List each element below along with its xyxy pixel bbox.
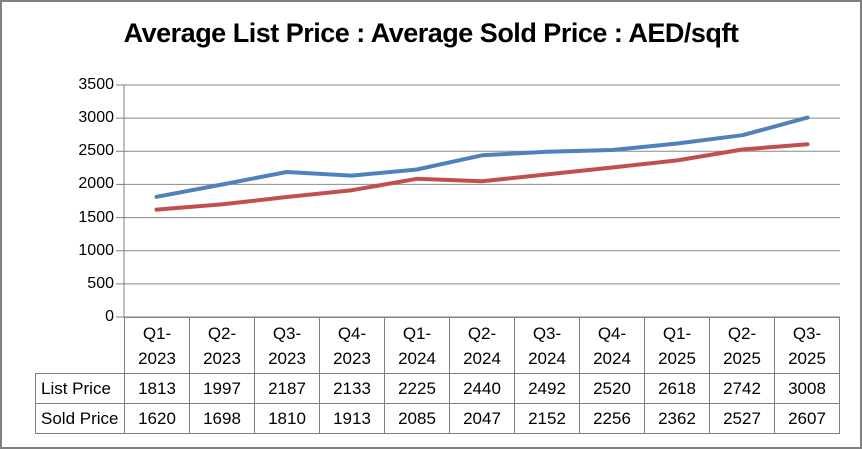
series-value-cell: 2520 (579, 373, 645, 404)
series-value-cell: 2085 (384, 403, 450, 434)
table-row-list-price: List Price 1813 1997 2187 2133 2225 2440 2492 25… (35, 373, 840, 404)
series-name-label: List Price (35, 373, 125, 404)
y-axis-label: 1500 (78, 208, 114, 226)
series-line-sold-price (154, 142, 810, 212)
chart-data-table: Q1- 2023 Q2- 2023 Q3- 2023 Q4- 2023 Q1- 2024… (35, 317, 840, 434)
x-axis-category-label: Q3- 2023 (254, 317, 320, 374)
series-value-cell: 2742 (709, 373, 775, 404)
x-axis-category-label: Q1- 2024 (384, 317, 450, 374)
series-value-cell: 2618 (644, 373, 710, 404)
series-value-cell: 3008 (774, 373, 840, 404)
series-value-cell: 2527 (709, 403, 775, 434)
x-axis-category-label: Q4- 2024 (579, 317, 645, 374)
series-value-cell: 2440 (449, 373, 515, 404)
series-value-cell: 2362 (644, 403, 710, 434)
series-name-label: Sold Price (35, 403, 125, 434)
series-value-cell: 1620 (124, 403, 190, 434)
table-row-sold-price: Sold Price 1620 1698 1810 1913 2085 2047 2152 22… (35, 403, 840, 434)
series-value-cell: 2256 (579, 403, 645, 434)
y-axis-label: 2500 (78, 142, 114, 160)
y-axis-label: 3000 (78, 109, 114, 127)
x-axis-category-label: Q1- 2023 (124, 317, 190, 374)
y-axis-label: 3500 (78, 76, 114, 93)
series-value-cell: 1698 (189, 403, 255, 434)
y-axis-label: 1000 (78, 241, 114, 259)
table-corner-cell (36, 318, 125, 374)
series-value-cell: 1913 (319, 403, 385, 434)
series-line-list-price (154, 115, 810, 199)
x-axis-category-label: Q2- 2025 (709, 317, 775, 374)
x-axis-category-label: Q3- 2024 (514, 317, 580, 374)
x-axis-category-label: Q4- 2023 (319, 317, 385, 374)
x-axis-category-label: Q2- 2023 (189, 317, 255, 374)
chart-title: Average List Price : Average Sold Price … (123, 18, 739, 48)
x-axis-category-label: Q2- 2024 (449, 317, 515, 374)
series-value-cell: 1997 (189, 373, 255, 404)
series-value-cell: 2187 (254, 373, 320, 404)
x-axis-category-label: Q3- 2025 (774, 317, 840, 374)
series-value-cell: 2047 (449, 403, 515, 434)
y-axis-label: 500 (87, 274, 114, 292)
series-value-cell: 1810 (254, 403, 320, 434)
series-value-cell: 2492 (514, 373, 580, 404)
x-axis-category-label: Q1- 2025 (644, 317, 710, 374)
table-header-row: Q1- 2023 Q2- 2023 Q3- 2023 Q4- 2023 Q1- 2024… (36, 317, 840, 374)
series-value-cell: 2133 (319, 373, 385, 404)
y-axis-label: 2000 (78, 175, 114, 193)
series-value-cell: 1813 (124, 373, 190, 404)
series-value-cell: 2225 (384, 373, 450, 404)
table-body: Q1- 2023 Q2- 2023 Q3- 2023 Q4- 2023 Q1- 2024… (35, 317, 840, 434)
series-value-cell: 2607 (774, 403, 840, 434)
y-axis-label: 0 (105, 308, 114, 325)
series-value-cell: 2152 (514, 403, 580, 434)
